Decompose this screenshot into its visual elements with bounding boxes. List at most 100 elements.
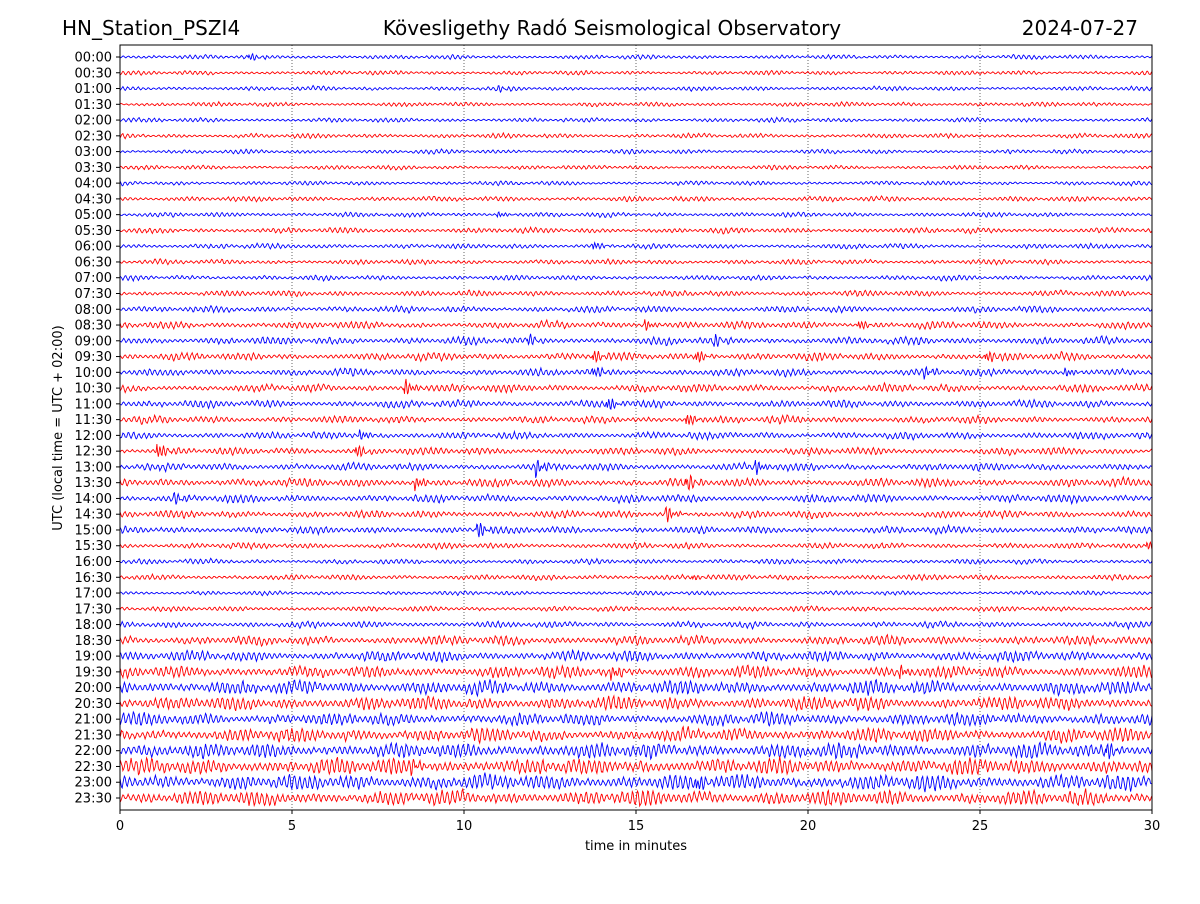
y-tick-label: 22:00 [75, 744, 112, 759]
trace-2300 [119, 772, 1153, 793]
y-tick-label: 15:00 [75, 523, 112, 538]
y-tick-label: 00:00 [75, 51, 112, 66]
trace-0030 [119, 69, 1153, 76]
trace-2130 [119, 725, 1153, 745]
y-tick-label: 07:30 [75, 287, 112, 302]
y-tick-label: 14:30 [75, 508, 112, 523]
trace-1230 [119, 443, 1153, 458]
trace-0230 [119, 131, 1153, 140]
y-tick-label: 08:00 [75, 303, 112, 318]
y-tick-label: 11:30 [75, 413, 112, 428]
observatory-title: Kövesligethy Radó Seismological Observat… [383, 16, 841, 40]
y-tick-label: 05:00 [75, 208, 112, 223]
trace-0430 [119, 195, 1153, 203]
date-title: 2024-07-27 [1022, 16, 1138, 40]
trace-1000 [119, 365, 1153, 380]
trace-2000 [119, 678, 1153, 698]
trace-1900 [119, 648, 1153, 664]
trace-1600 [119, 557, 1153, 566]
y-tick-label: 02:30 [75, 129, 112, 144]
y-tick-label: 07:00 [75, 271, 112, 286]
trace-1700 [119, 589, 1153, 597]
x-tick-label: 25 [972, 819, 989, 834]
y-tick-label: 20:00 [75, 681, 112, 696]
trace-1400 [119, 491, 1153, 506]
y-tick-label: 03:30 [75, 161, 112, 176]
trace-1130 [119, 413, 1153, 426]
y-axis: 00:0000:3001:0001:3002:0002:3003:0003:30… [75, 51, 120, 807]
y-tick-label: 23:30 [75, 792, 112, 807]
y-tick-label: 17:00 [75, 587, 112, 602]
y-tick-label: 10:00 [75, 366, 112, 381]
station-title: HN_Station_PSZI4 [62, 16, 240, 40]
y-tick-label: 15:30 [75, 539, 112, 554]
y-tick-label: 13:30 [75, 476, 112, 491]
y-tick-label: 20:30 [75, 697, 112, 712]
trace-2200 [119, 741, 1153, 761]
y-tick-label: 12:30 [75, 445, 112, 460]
y-tick-label: 18:00 [75, 618, 112, 633]
y-tick-label: 09:30 [75, 350, 112, 365]
trace-0300 [119, 148, 1153, 155]
trace-0500 [119, 211, 1153, 219]
y-tick-label: 00:30 [75, 66, 112, 81]
x-tick-label: 15 [628, 819, 645, 834]
x-tick-label: 0 [116, 819, 124, 834]
y-tick-label: 06:30 [75, 255, 112, 270]
x-tick-label: 20 [800, 819, 817, 834]
trace-0600 [119, 241, 1153, 250]
x-tick-label: 10 [456, 819, 473, 834]
y-tick-label: 23:00 [75, 776, 112, 791]
y-tick-label: 05:30 [75, 224, 112, 239]
trace-1530 [119, 540, 1153, 551]
trace-1500 [119, 522, 1153, 538]
trace-1630 [119, 572, 1153, 582]
y-tick-label: 16:30 [75, 571, 112, 586]
trace-2100 [119, 710, 1153, 728]
trace-1800 [119, 620, 1153, 631]
y-tick-label: 01:00 [75, 82, 112, 97]
trace-0200 [119, 116, 1153, 124]
y-tick-label: 18:30 [75, 634, 112, 649]
trace-0630 [119, 257, 1153, 266]
trace-1430 [119, 505, 1153, 523]
y-tick-label: 22:30 [75, 760, 112, 775]
y-tick-label: 12:00 [75, 429, 112, 444]
trace-1930 [119, 664, 1153, 681]
trace-2030 [119, 694, 1153, 712]
x-tick-label: 5 [288, 819, 296, 834]
trace-2330 [119, 787, 1153, 808]
trace-1100 [119, 398, 1153, 410]
y-tick-label: 01:30 [75, 98, 112, 113]
y-tick-label: 04:30 [75, 192, 112, 207]
grid-lines [291, 45, 981, 810]
y-tick-label: 21:30 [75, 728, 112, 743]
x-tick-label: 30 [1144, 819, 1161, 834]
x-axis: 0 5 10 15 20 25 30 [116, 810, 1160, 834]
trace-0100 [119, 84, 1153, 94]
trace-0830 [119, 318, 1153, 331]
trace-0900 [119, 333, 1153, 347]
trace-0730 [119, 289, 1153, 298]
trace-0000 [119, 52, 1153, 61]
trace-1330 [119, 473, 1153, 492]
trace-0800 [119, 304, 1153, 315]
y-tick-label: 10:30 [75, 382, 112, 397]
y-tick-label: 03:00 [75, 145, 112, 160]
y-tick-label: 14:00 [75, 492, 112, 507]
trace-0130 [119, 100, 1153, 108]
y-tick-label: 19:30 [75, 665, 112, 680]
trace-0400 [119, 180, 1153, 187]
trace-0530 [119, 225, 1153, 235]
traces [119, 52, 1153, 808]
trace-1730 [119, 605, 1153, 613]
y-tick-label: 13:00 [75, 460, 112, 475]
y-tick-label: 04:00 [75, 177, 112, 192]
y-tick-label: 06:00 [75, 240, 112, 255]
x-axis-label: time in minutes [585, 839, 687, 854]
y-tick-label: 02:00 [75, 114, 112, 129]
trace-2230 [119, 756, 1153, 776]
y-tick-label: 08:30 [75, 319, 112, 334]
trace-1830 [119, 633, 1153, 648]
